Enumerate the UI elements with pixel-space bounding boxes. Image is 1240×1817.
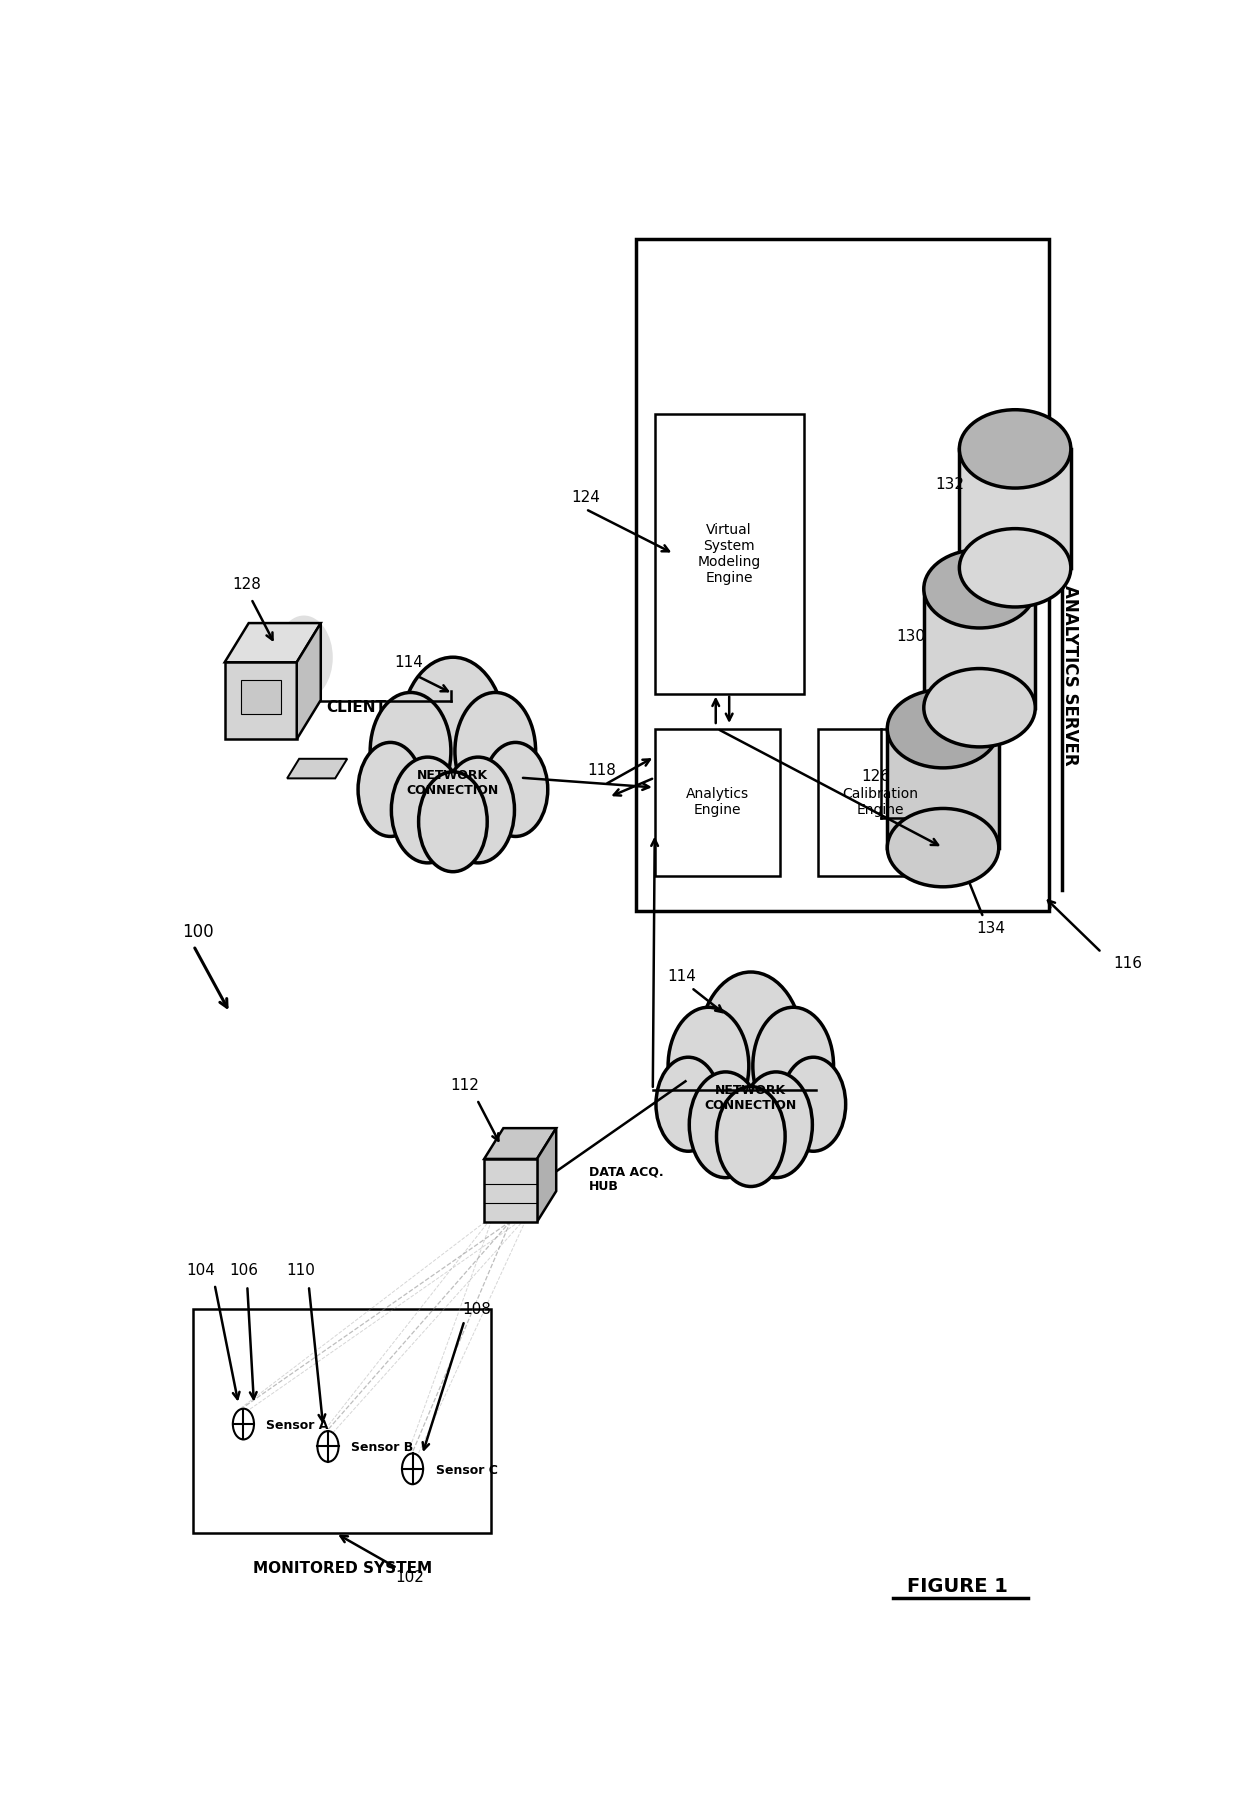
Bar xyxy=(924,589,1035,707)
Text: ANALYTICS SERVER: ANALYTICS SERVER xyxy=(1061,585,1079,765)
Text: Calibration
Engine: Calibration Engine xyxy=(842,787,919,818)
Bar xyxy=(635,240,1049,910)
Text: Sensor A: Sensor A xyxy=(267,1419,329,1432)
Text: 118: 118 xyxy=(588,763,616,778)
Ellipse shape xyxy=(888,689,998,769)
Bar xyxy=(655,414,804,694)
Circle shape xyxy=(689,1072,761,1177)
Text: 132: 132 xyxy=(935,478,965,492)
Text: Analytics
Engine: Analytics Engine xyxy=(686,787,749,818)
Text: 124: 124 xyxy=(572,491,600,505)
Text: 106: 106 xyxy=(229,1263,258,1277)
Text: 114: 114 xyxy=(394,656,423,670)
Text: 116: 116 xyxy=(1114,956,1142,972)
Circle shape xyxy=(781,1057,846,1152)
Text: 100: 100 xyxy=(182,923,213,941)
Ellipse shape xyxy=(888,809,998,887)
Bar xyxy=(193,1310,491,1534)
Text: 134: 134 xyxy=(977,921,1006,936)
Polygon shape xyxy=(484,1128,557,1159)
Circle shape xyxy=(656,1057,720,1152)
Circle shape xyxy=(401,658,506,810)
Bar xyxy=(818,729,942,876)
Text: 114: 114 xyxy=(667,968,696,983)
Bar xyxy=(241,680,280,714)
Circle shape xyxy=(455,692,536,810)
Circle shape xyxy=(441,758,515,863)
Text: DATA ACQ.
HUB: DATA ACQ. HUB xyxy=(589,1165,663,1194)
Text: NETWORK
CONNECTION: NETWORK CONNECTION xyxy=(407,769,498,798)
Text: 108: 108 xyxy=(463,1301,491,1317)
Circle shape xyxy=(753,1007,833,1125)
Circle shape xyxy=(358,743,423,836)
Circle shape xyxy=(392,758,464,863)
Ellipse shape xyxy=(960,529,1071,607)
Text: Sensor C: Sensor C xyxy=(435,1465,497,1477)
Circle shape xyxy=(668,1007,749,1125)
Text: CLIENT: CLIENT xyxy=(326,700,386,716)
Text: 104: 104 xyxy=(187,1263,216,1277)
Text: 112: 112 xyxy=(450,1077,479,1094)
Text: Sensor B: Sensor B xyxy=(351,1441,413,1454)
Polygon shape xyxy=(288,760,347,778)
Circle shape xyxy=(698,972,804,1125)
Text: NETWORK
CONNECTION: NETWORK CONNECTION xyxy=(704,1085,797,1112)
Text: 126: 126 xyxy=(862,769,890,783)
Text: FIGURE 1: FIGURE 1 xyxy=(906,1577,1008,1595)
Polygon shape xyxy=(224,661,296,740)
Text: MONITORED SYSTEM: MONITORED SYSTEM xyxy=(253,1561,432,1575)
Polygon shape xyxy=(484,1159,537,1221)
Text: 110: 110 xyxy=(286,1263,315,1277)
Ellipse shape xyxy=(960,409,1071,489)
Ellipse shape xyxy=(924,549,1035,629)
Polygon shape xyxy=(537,1128,557,1221)
Polygon shape xyxy=(224,623,321,661)
Text: 102: 102 xyxy=(396,1570,424,1586)
Ellipse shape xyxy=(924,669,1035,747)
Bar xyxy=(960,449,1071,567)
Text: 130: 130 xyxy=(895,629,925,643)
Circle shape xyxy=(275,616,332,700)
Circle shape xyxy=(419,772,487,872)
Text: Virtual
System
Modeling
Engine: Virtual System Modeling Engine xyxy=(698,523,761,585)
Circle shape xyxy=(484,743,548,836)
Circle shape xyxy=(371,692,451,810)
Bar xyxy=(655,729,780,876)
Text: 128: 128 xyxy=(232,578,260,592)
Polygon shape xyxy=(296,623,321,740)
Bar xyxy=(888,729,998,847)
Circle shape xyxy=(740,1072,812,1177)
Circle shape xyxy=(717,1087,785,1187)
